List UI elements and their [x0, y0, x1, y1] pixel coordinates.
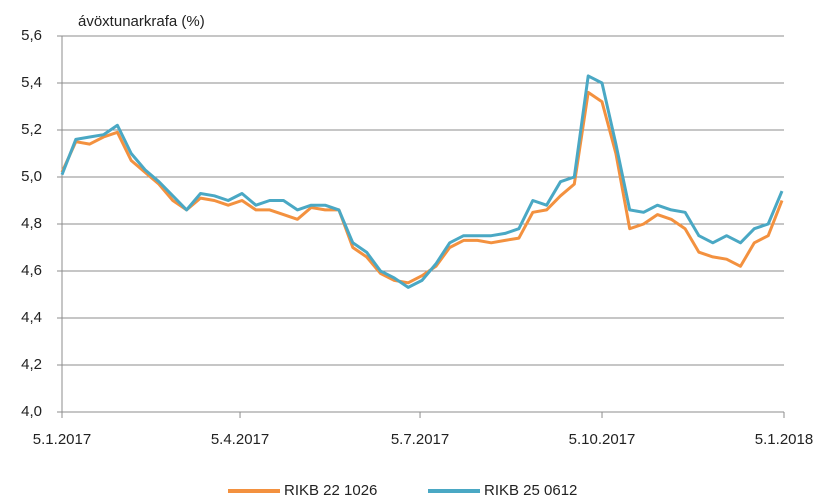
x-tick-label: 5.1.2017: [33, 431, 91, 448]
y-tick-label: 5,2: [21, 121, 42, 138]
y-tick-label: 5,6: [21, 27, 42, 44]
y-tick-label: 5,4: [21, 74, 42, 91]
x-tick-label: 5.10.2017: [569, 431, 636, 448]
series-line: [60, 74, 784, 289]
x-tick-label: 5.1.2018: [755, 431, 813, 448]
series-line: [60, 90, 784, 285]
y-axis-title: ávöxtunarkrafa (%): [78, 13, 205, 30]
legend-label: RIKB 25 0612: [484, 482, 577, 499]
y-tick-label: 4,2: [21, 356, 42, 373]
y-tick-label: 4,6: [21, 262, 42, 279]
y-tick-label: 4,8: [21, 215, 42, 232]
x-tick-label: 5.7.2017: [391, 431, 449, 448]
y-tick-label: 5,0: [21, 168, 42, 185]
y-tick-label: 4,4: [21, 309, 42, 326]
y-tick-label: 4,0: [21, 403, 42, 420]
x-tick-label: 5.4.2017: [211, 431, 269, 448]
legend-label: RIKB 22 1026: [284, 482, 377, 499]
